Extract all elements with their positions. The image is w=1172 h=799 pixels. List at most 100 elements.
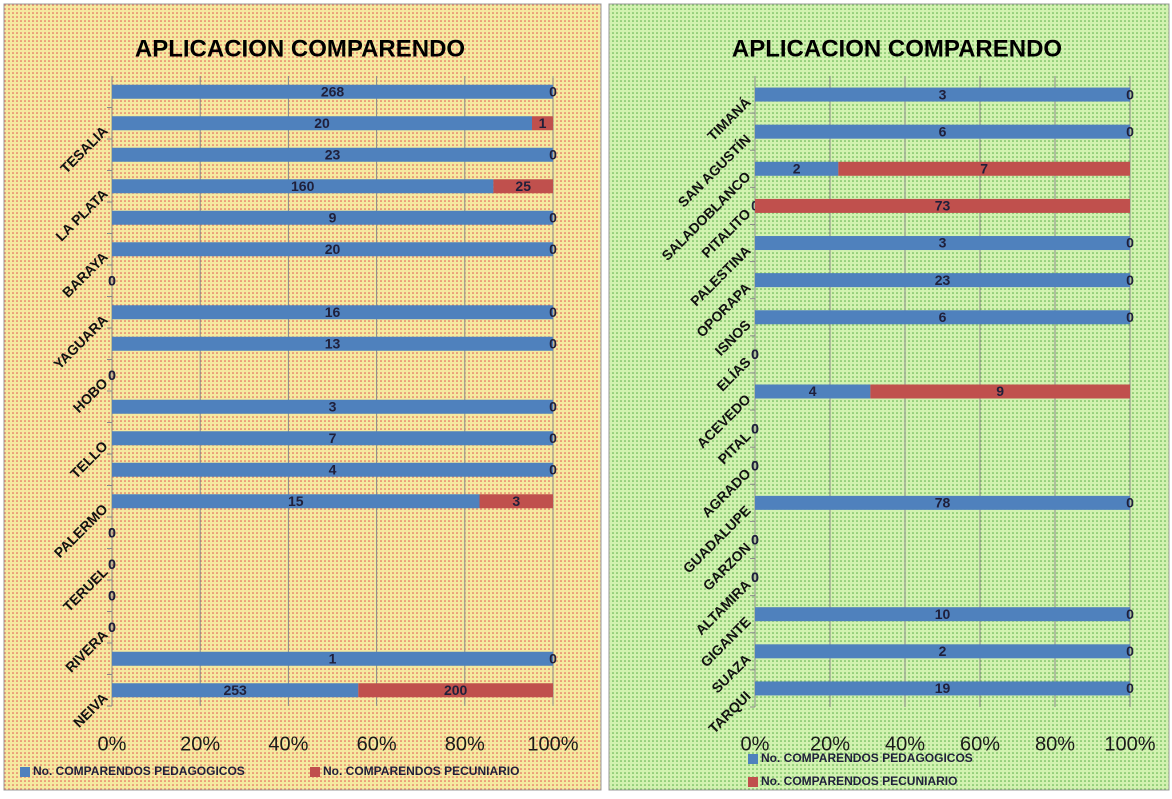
data-label: 7 — [980, 160, 988, 176]
data-label: 7 — [329, 430, 337, 446]
data-label: 0 — [549, 146, 557, 162]
bar-segment — [870, 384, 1130, 399]
data-label: 0 — [549, 335, 557, 351]
data-label: 25 — [515, 178, 531, 194]
x-tick-label: 20% — [180, 733, 220, 755]
bar-segment — [755, 124, 1130, 139]
legend-label: No. COMPARENDOS PEDAGOGICOS — [761, 751, 973, 765]
legend-label: No. COMPARENDOS PECUNIARIO — [323, 764, 519, 778]
chart-title: APLICACION COMPARENDO — [135, 35, 465, 62]
legend-swatch — [748, 754, 758, 764]
data-label: 0 — [108, 619, 116, 635]
legend-label: No. COMPARENDOS PECUNIARIO — [761, 774, 957, 788]
bar-segment — [112, 462, 553, 477]
bar-segment — [755, 384, 871, 399]
x-tick-label: 100% — [1104, 733, 1155, 755]
bar-segment — [493, 179, 553, 194]
data-label: 0 — [1126, 309, 1134, 325]
bar-segment — [755, 681, 1130, 696]
data-label: 1 — [539, 115, 547, 131]
data-label: 0 — [751, 346, 759, 362]
data-label: 200 — [444, 682, 468, 698]
data-label: 19 — [935, 680, 951, 696]
bar-segment — [755, 644, 1130, 659]
data-label: 0 — [549, 398, 557, 414]
data-label: 0 — [549, 209, 557, 225]
bar-segment — [112, 399, 553, 414]
bar-segment — [112, 242, 553, 257]
data-label: 4 — [329, 461, 337, 477]
data-label: 3 — [329, 398, 337, 414]
data-label: 0 — [1126, 235, 1134, 251]
x-tick-label: 80% — [1035, 733, 1075, 755]
data-label: 1 — [329, 650, 337, 666]
data-label: 0 — [1126, 495, 1134, 511]
data-label: 13 — [325, 335, 341, 351]
data-label: 0 — [1126, 86, 1134, 102]
chart-title: APLICACION COMPARENDO — [732, 35, 1062, 62]
legend-label: No. COMPARENDOS PEDAGOGICOS — [33, 764, 245, 778]
data-label: 10 — [935, 606, 951, 622]
x-tick-label: 0% — [98, 733, 127, 755]
data-label: 0 — [751, 457, 759, 473]
data-label: 20 — [314, 115, 330, 131]
data-label: 73 — [935, 198, 951, 214]
data-label: 253 — [223, 682, 247, 698]
bar-segment — [479, 494, 553, 509]
bar-segment — [755, 161, 839, 176]
data-label: 0 — [108, 272, 116, 288]
bar-segment — [112, 179, 494, 194]
data-label: 0 — [549, 304, 557, 320]
data-label: 0 — [108, 524, 116, 540]
bar-segment — [755, 87, 1130, 102]
data-label: 3 — [939, 235, 947, 251]
data-label: 6 — [939, 123, 947, 139]
bar-segment — [112, 336, 553, 351]
data-label: 0 — [751, 532, 759, 548]
legend-swatch — [748, 777, 758, 787]
bar-segment — [755, 495, 1130, 510]
data-label: 160 — [291, 178, 315, 194]
data-label: 2 — [939, 643, 947, 659]
data-label: 0 — [751, 457, 759, 473]
data-label: 0 — [108, 556, 116, 572]
data-label: 0 — [108, 367, 116, 383]
bar-segment — [755, 607, 1130, 622]
bar-segment — [112, 651, 553, 666]
bar-segment — [112, 683, 359, 698]
data-label: 2 — [793, 160, 801, 176]
data-label: 0 — [549, 430, 557, 446]
data-label: 15 — [288, 493, 304, 509]
data-label: 9 — [329, 209, 337, 225]
bar-segment — [112, 210, 553, 225]
data-label: 23 — [325, 146, 341, 162]
x-tick-label: 80% — [445, 733, 485, 755]
bar-segment — [755, 273, 1130, 288]
x-tick-label: 40% — [885, 733, 925, 755]
data-label: 0 — [108, 524, 116, 540]
data-label: 0 — [1126, 680, 1134, 696]
data-label: 0 — [1126, 272, 1134, 288]
data-label: 0 — [751, 420, 759, 436]
bar-segment — [755, 236, 1130, 251]
data-label: 0 — [108, 272, 116, 288]
data-label: 268 — [321, 83, 345, 99]
data-label: 0 — [108, 587, 116, 603]
bar-segment — [838, 161, 1130, 176]
x-tick-label: 100% — [527, 733, 578, 755]
data-label: 0 — [1126, 643, 1134, 659]
bar-segment — [532, 116, 553, 131]
data-label: 0 — [108, 556, 116, 572]
x-tick-label: 20% — [810, 733, 850, 755]
data-label: 0 — [751, 532, 759, 548]
data-label: 0 — [549, 461, 557, 477]
bar-segment — [358, 683, 553, 698]
data-label: 0 — [108, 587, 116, 603]
legend-swatch — [20, 767, 30, 777]
bar-segment — [112, 431, 553, 446]
data-label: 16 — [325, 304, 341, 320]
x-tick-label: 40% — [268, 733, 308, 755]
data-label: 0 — [549, 83, 557, 99]
data-label: 0 — [549, 650, 557, 666]
